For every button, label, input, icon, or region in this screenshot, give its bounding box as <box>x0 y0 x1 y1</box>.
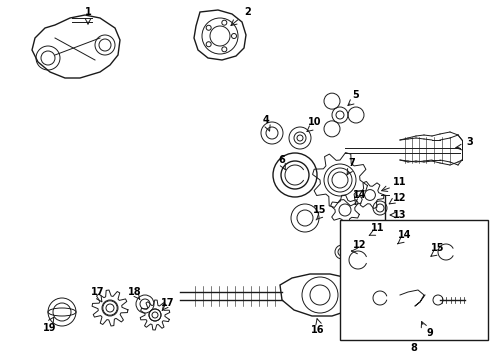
Text: 14: 14 <box>353 190 367 200</box>
Text: 8: 8 <box>411 343 417 353</box>
Text: 5: 5 <box>353 90 359 100</box>
Bar <box>340 220 488 340</box>
Text: 10: 10 <box>308 117 322 127</box>
Text: 14: 14 <box>398 230 412 240</box>
Text: 15: 15 <box>431 243 445 253</box>
Text: 9: 9 <box>427 328 433 338</box>
Text: 16: 16 <box>311 325 325 335</box>
Text: 19: 19 <box>43 323 57 333</box>
Text: 3: 3 <box>466 137 473 147</box>
Text: 12: 12 <box>393 193 407 203</box>
Text: 15: 15 <box>313 205 327 215</box>
Text: 18: 18 <box>128 287 142 297</box>
Text: 2: 2 <box>245 7 251 17</box>
Text: 13: 13 <box>393 210 407 220</box>
Text: 12: 12 <box>353 240 367 250</box>
Text: 11: 11 <box>393 177 407 187</box>
Text: 7: 7 <box>348 158 355 168</box>
Text: 1: 1 <box>85 7 91 17</box>
Text: 17: 17 <box>161 298 175 308</box>
Text: 11: 11 <box>371 223 385 233</box>
Text: 6: 6 <box>279 155 285 165</box>
Text: 4: 4 <box>263 115 270 125</box>
Text: 17: 17 <box>91 287 105 297</box>
